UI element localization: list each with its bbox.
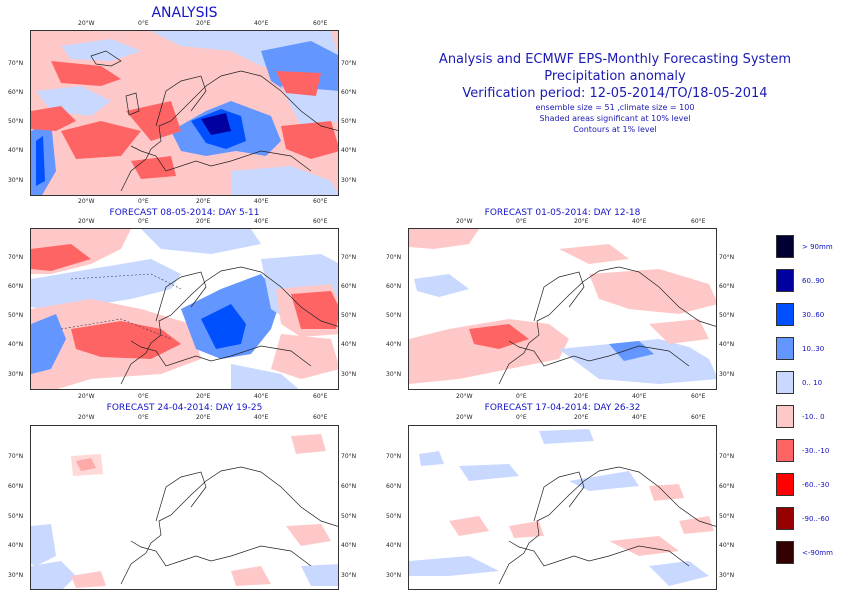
legend-swatch	[776, 269, 794, 292]
day26-32-title: FORECAST 17-04-2014: DAY 26-32	[484, 403, 641, 413]
precipitation-legend: > 90mm 60..90 30..60 10..30 0.. 10 -10..…	[776, 235, 842, 575]
legend-swatch	[776, 405, 794, 428]
legend-label: 0.. 10	[802, 379, 823, 387]
day12-18-title: FORECAST 01-05-2014: DAY 12-18	[484, 208, 641, 218]
significance-note: Shaded areas significant at 10% level	[539, 114, 691, 123]
analysis-map-canvas	[31, 31, 338, 195]
analysis-bottom-ticks: 20°W 0°E 20°E 40°E 60°E	[78, 198, 328, 205]
analysis-title: ANALYSIS	[151, 5, 218, 21]
header-title: Analysis and ECMWF EPS-Monthly Forecasti…	[438, 52, 792, 67]
day19-25-title: FORECAST 24-04-2014: DAY 19-25	[106, 403, 263, 413]
legend-label: > 90mm	[802, 243, 833, 251]
day12-18-map-canvas	[409, 229, 716, 389]
day26-32-right-ticks: 70°N 60°N 50°N 40°N 30°N	[719, 453, 735, 579]
legend-label: -90..-60	[802, 515, 830, 523]
verification-period: Verification period: 12-05-2014/TO/18-05…	[462, 86, 768, 101]
day5-11-map	[30, 228, 339, 390]
day5-11-top-ticks: 20°W 0°E 20°E 40°E 60°E	[78, 218, 328, 225]
analysis-right-ticks: 70°N 60°N 50°N 40°N 30°N	[341, 60, 357, 184]
legend-swatch	[776, 507, 794, 530]
legend-label: 30..60	[802, 311, 825, 319]
ensemble-size: ensemble size = 51 ,climate size = 100	[535, 103, 695, 112]
day12-18-bottom-ticks: 20°W 0°E 20°E 40°E 60°E	[456, 393, 706, 400]
legend-swatch	[776, 303, 794, 326]
day19-25-map-canvas	[31, 426, 338, 589]
day5-11-bottom-ticks: 20°W 0°E 20°E 40°E 60°E	[78, 393, 328, 400]
analysis-left-ticks: 70°N 60°N 50°N 40°N 30°N	[8, 60, 24, 184]
legend-label: -10.. 0	[802, 413, 825, 421]
analysis-top-ticks: 20°W 0°E 20°E 40°E 60°E	[78, 20, 328, 27]
day5-11-right-ticks: 70°N 60°N 50°N 40°N 30°N	[341, 254, 357, 378]
contour-note: Contours at 1% level	[573, 125, 657, 134]
day26-32-top-ticks: 20°W 0°E 20°E 40°E 60°E	[456, 414, 706, 421]
legend-swatch	[776, 541, 794, 564]
day12-18-right-ticks: 70°N 60°N 50°N 40°N 30°N	[719, 254, 735, 378]
day12-18-map	[408, 228, 717, 390]
day26-32-map	[408, 425, 717, 590]
day19-25-top-ticks: 20°W 0°E 20°E 40°E 60°E	[78, 414, 328, 421]
day12-18-left-ticks: 70°N 60°N 50°N 40°N 30°N	[386, 254, 402, 378]
day19-25-right-ticks: 70°N 60°N 50°N 40°N 30°N	[341, 453, 357, 579]
legend-swatch	[776, 337, 794, 360]
day5-11-map-canvas	[31, 229, 338, 389]
legend-swatch	[776, 439, 794, 462]
day19-25-left-ticks: 70°N 60°N 50°N 40°N 30°N	[8, 453, 24, 579]
day5-11-left-ticks: 70°N 60°N 50°N 40°N 30°N	[8, 254, 24, 378]
day12-18-top-ticks: 20°W 0°E 20°E 40°E 60°E	[456, 218, 706, 225]
day26-32-map-canvas	[409, 426, 716, 589]
analysis-map	[30, 30, 339, 196]
legend-label: -30..-10	[802, 447, 830, 455]
day26-32-left-ticks: 70°N 60°N 50°N 40°N 30°N	[386, 453, 402, 579]
day19-25-map	[30, 425, 339, 590]
header-subtitle: Precipitation anomaly	[544, 69, 686, 84]
legend-label: <-90mm	[802, 549, 833, 557]
legend-swatch	[776, 473, 794, 496]
day5-11-title: FORECAST 08-05-2014: DAY 5-11	[109, 208, 260, 218]
legend-label: 10..30	[802, 345, 825, 353]
legend-label: 60..90	[802, 277, 825, 285]
legend-swatch	[776, 235, 794, 258]
legend-swatch	[776, 371, 794, 394]
legend-label: -60..-30	[802, 481, 830, 489]
